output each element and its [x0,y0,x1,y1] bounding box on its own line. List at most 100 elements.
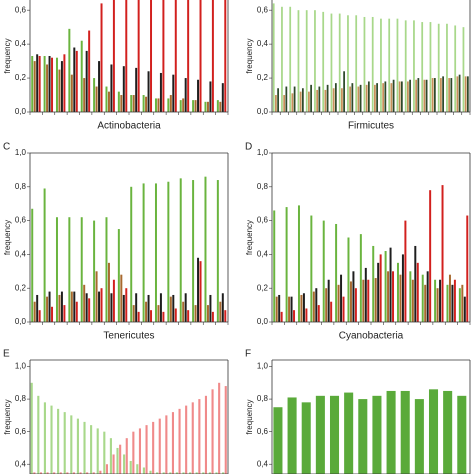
bar [399,274,402,322]
bar [199,261,202,322]
bar [73,47,76,112]
bar [379,254,382,322]
bar [372,245,375,322]
bar [344,392,354,474]
bar [417,78,420,112]
bar [51,57,54,112]
bar [165,415,168,474]
bar [335,223,338,322]
bar [100,3,103,112]
bar [371,16,374,112]
bar [273,407,283,474]
bar [446,23,448,112]
panel-label: E [3,349,10,360]
bar [280,311,283,322]
y-tick-label: 1,0 [257,148,269,157]
bar [396,18,399,112]
bar [109,438,112,474]
y-axis-label: frequency [245,220,254,255]
bar [376,83,378,112]
bar [392,79,395,112]
bar [389,247,392,322]
bar [374,278,377,322]
bar [352,271,355,322]
bar [211,389,214,474]
bar [305,10,308,112]
bar [195,472,198,474]
panel-label: F [245,349,251,360]
x-axis-label: Tenericutes [103,331,154,342]
bar [95,271,98,322]
plot-area [273,389,467,474]
bar [58,294,61,322]
bar [70,291,73,322]
bar [461,284,464,322]
bar [202,472,205,474]
bar [48,56,51,112]
bar [154,98,157,112]
bar [354,288,357,322]
bar [326,84,329,112]
bar [142,95,145,112]
bar [125,438,128,474]
bar [162,311,165,322]
bar [411,279,414,322]
bar [105,86,108,112]
bar [162,472,165,474]
bar [135,67,138,112]
bar [85,293,88,322]
bar [315,288,318,322]
plot-area [272,3,469,112]
bar [362,279,365,322]
y-tick-label: 0,0 [257,107,269,116]
bar [147,71,150,112]
bar [363,16,366,112]
bar [178,408,181,474]
bar [198,399,201,474]
bar [456,76,459,112]
bar [224,386,227,474]
bar [187,310,190,322]
bar [302,293,305,322]
panel-label: C [3,142,10,153]
x-axis-label: Cyanobacteria [339,331,404,342]
bar [206,305,209,322]
bar [289,6,292,112]
bar [425,79,428,112]
bar [191,402,194,474]
y-axis-label: frequency [3,38,12,73]
bar [169,296,172,322]
bar [90,425,93,474]
bar [95,86,98,112]
bar [36,294,39,322]
bar [299,91,302,112]
bar [400,390,410,474]
bar [463,296,466,322]
bar [428,389,439,474]
bar [429,190,432,322]
bar [93,220,96,322]
bar [380,18,382,112]
bar [33,472,36,474]
bar [433,78,436,112]
bar [63,54,66,112]
bar [219,301,222,322]
bar [93,78,96,112]
bar [46,64,49,112]
bar [332,88,335,112]
bar [142,467,145,474]
bar [450,78,453,112]
bar [347,15,349,112]
bar [275,296,278,322]
bar [390,83,393,112]
bar [224,310,227,322]
bar [50,405,53,474]
bar [43,188,46,322]
bar [277,88,279,112]
bar [112,454,115,474]
bar [310,84,312,112]
bar [404,20,407,112]
bar [137,311,140,322]
bar [329,395,340,474]
